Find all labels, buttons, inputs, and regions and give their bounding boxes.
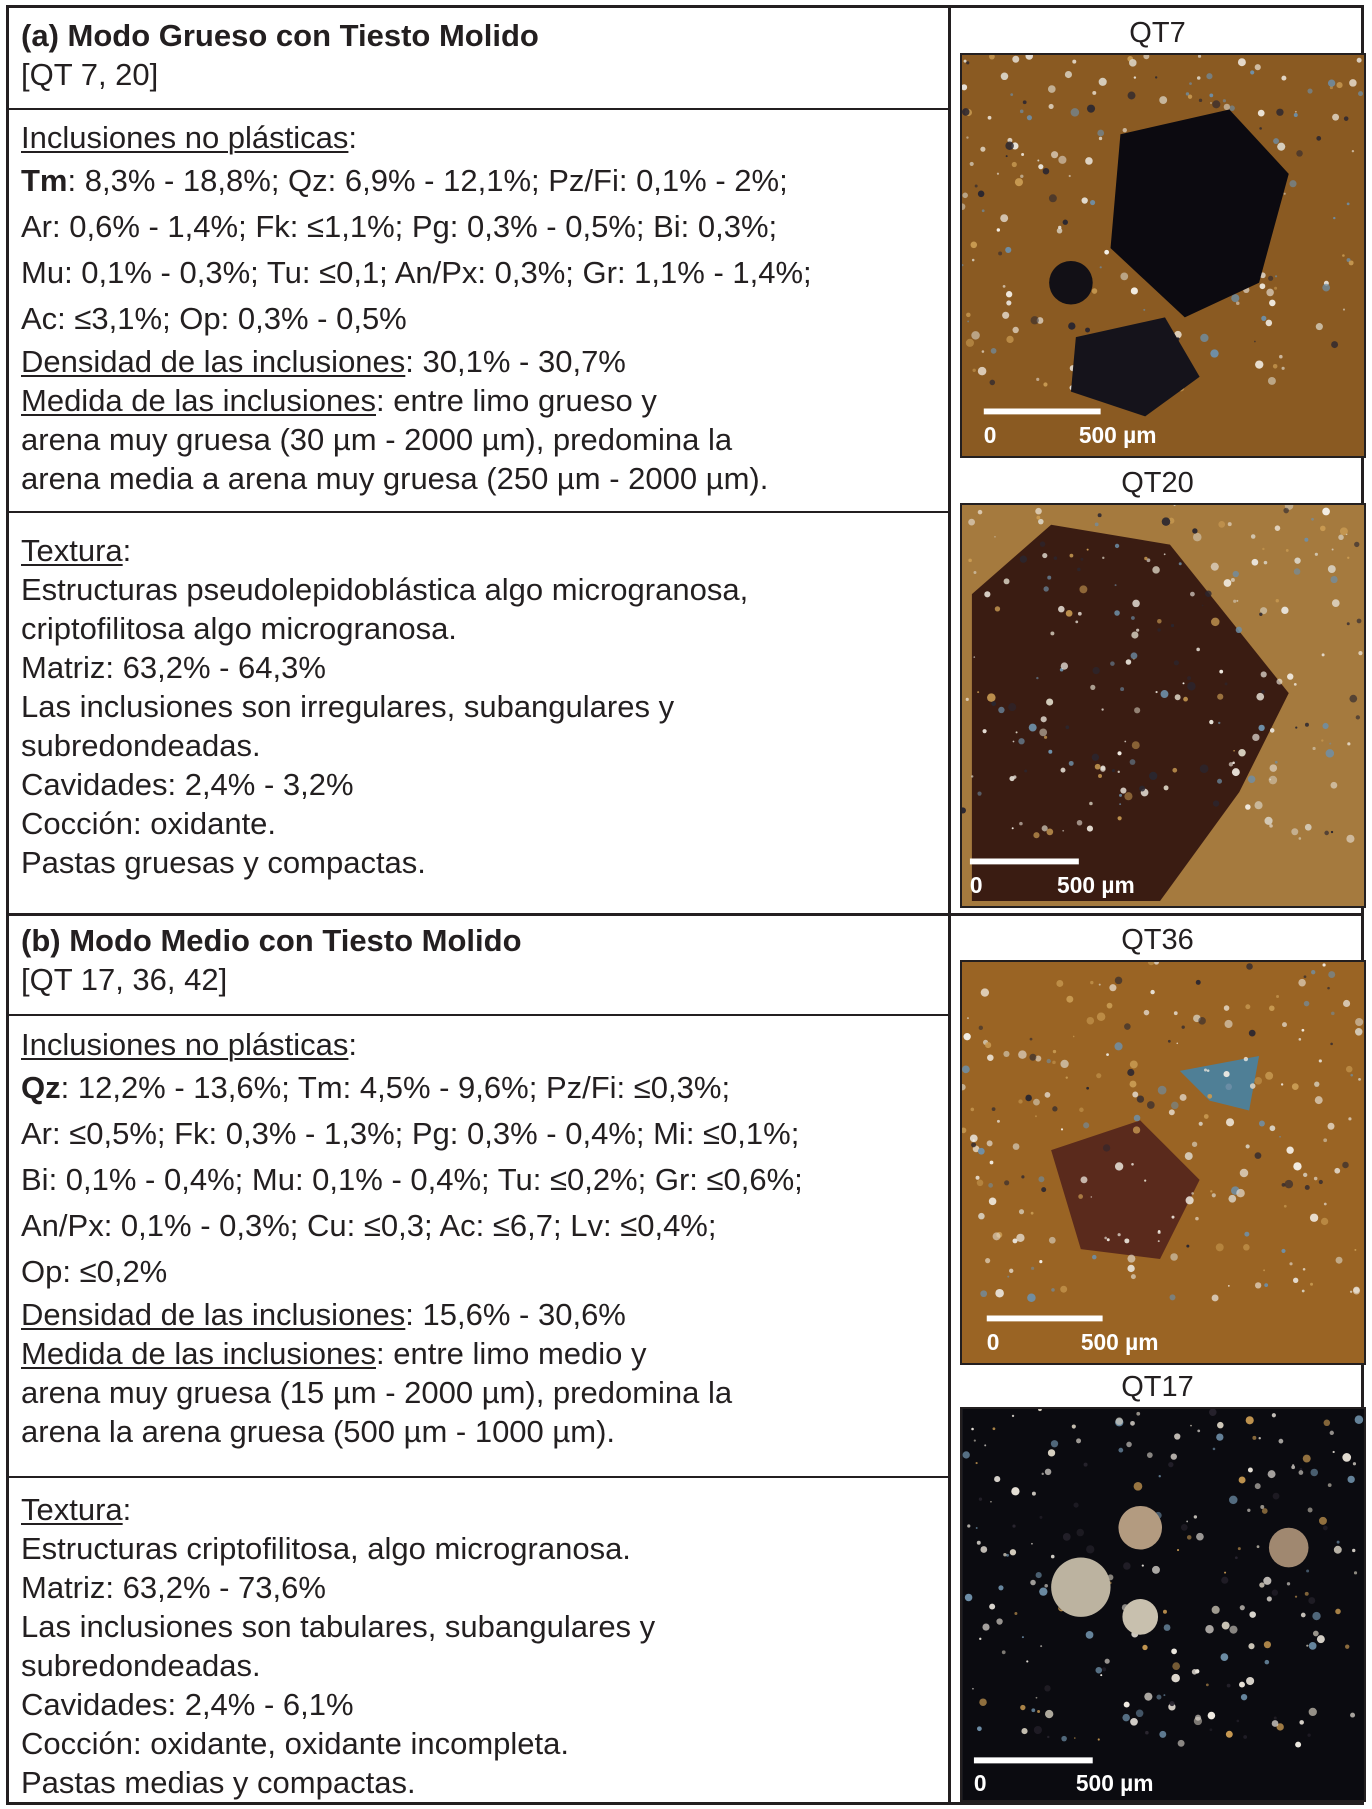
size-text: arena la arena gruesa (500 µm - 1000 µm)… xyxy=(21,1414,616,1449)
density-value: : 15,6% - 30,6% xyxy=(405,1297,626,1332)
texture-line: Las inclusiones son tabulares, subangula… xyxy=(21,1609,656,1644)
micrograph-caption: QT7 xyxy=(1129,17,1186,49)
texture-line: Estructuras criptofilitosa, algo microgr… xyxy=(21,1531,631,1566)
inclusion-line: Mu: 0,1% - 0,3%; Tu: ≤0,1; An/Px: 0,3%; … xyxy=(21,255,812,290)
micrograph-caption: QT20 xyxy=(1121,467,1194,499)
texture-line: criptofilitosa algo microgranosa. xyxy=(21,611,457,646)
density-label: Densidad de las inclusiones xyxy=(21,1297,406,1332)
texture-line: Matriz: 63,2% - 64,3% xyxy=(21,650,326,685)
micrograph-caption: QT36 xyxy=(1121,924,1194,956)
density-value: : 30,1% - 30,7% xyxy=(405,344,626,379)
micrograph-qt7: 0 500 µm xyxy=(960,53,1366,458)
section-a-inclusions: Inclusiones no plásticas: Tm: 8,3% - 18,… xyxy=(21,118,941,498)
texture-heading: Textura xyxy=(21,1492,123,1527)
section-a-header: (a) Modo Grueso con Tiesto Molido [QT 7,… xyxy=(21,16,941,94)
micrograph-caption: QT17 xyxy=(1121,1371,1194,1403)
scale-zero: 0 xyxy=(987,1329,1000,1355)
inclusion-line: : 8,3% - 18,8%; Qz: 6,9% - 12,1%; Pz/Fi:… xyxy=(67,163,788,198)
texture-line: Las inclusiones son irregulares, subangu… xyxy=(21,689,675,724)
inclusion-line: Bi: 0,1% - 0,4%; Mu: 0,1% - 0,4%; Tu: ≤0… xyxy=(21,1162,803,1197)
divider xyxy=(9,108,948,110)
texture-line: Cavidades: 2,4% - 3,2% xyxy=(21,767,354,802)
inclusion-line: Op: ≤0,2% xyxy=(21,1254,168,1289)
micrograph-image: 0 500 µm xyxy=(962,55,1364,456)
section-b-header: (b) Modo Medio con Tiesto Molido [QT 17,… xyxy=(21,921,941,999)
inclusions-heading: Inclusiones no plásticas xyxy=(21,1027,349,1062)
texture-line: Pastas gruesas y compactas. xyxy=(21,845,426,880)
divider xyxy=(9,1476,948,1478)
micrograph-image: 0 500 µm xyxy=(962,962,1364,1363)
texture-line: subredondeadas. xyxy=(21,1648,261,1683)
texture-line: Cocción: oxidante. xyxy=(21,806,277,841)
section-a-texture: Textura: Estructuras pseudolepidoblástic… xyxy=(21,531,941,882)
texture-line: subredondeadas. xyxy=(21,728,261,763)
size-label: Medida de las inclusiones xyxy=(21,1336,376,1371)
petrographic-table: (a) Modo Grueso con Tiesto Molido [QT 7,… xyxy=(6,5,1366,1805)
texture-line: Matriz: 63,2% - 73,6% xyxy=(21,1570,326,1605)
column-divider xyxy=(948,8,951,1802)
section-b-samples: [QT 17, 36, 42] xyxy=(21,962,228,997)
divider xyxy=(9,1014,948,1016)
scale-label: 500 µm xyxy=(1076,1770,1154,1796)
density-label: Densidad de las inclusiones xyxy=(21,344,406,379)
size-text: : entre limo grueso y xyxy=(376,383,657,418)
texture-line: Estructuras pseudolepidoblástica algo mi… xyxy=(21,572,749,607)
size-text: : entre limo medio y xyxy=(376,1336,647,1371)
texture-heading: Textura xyxy=(21,533,123,568)
scale-label: 500 µm xyxy=(1057,872,1135,898)
inclusion-line: An/Px: 0,1% - 0,3%; Cu: ≤0,3; Ac: ≤6,7; … xyxy=(21,1208,717,1243)
major-inclusion-key: Qz xyxy=(21,1070,61,1105)
micrograph-image: 0 500 µm xyxy=(962,505,1364,906)
size-text: arena media a arena muy gruesa (250 µm -… xyxy=(21,461,769,496)
inclusions-heading: Inclusiones no plásticas xyxy=(21,120,349,155)
section-b-inclusions: Inclusiones no plásticas: Qz: 12,2% - 13… xyxy=(21,1025,941,1451)
texture-line: Pastas medias y compactas. xyxy=(21,1765,416,1800)
divider xyxy=(9,511,948,513)
size-text: arena muy gruesa (15 µm - 2000 µm), pred… xyxy=(21,1375,733,1410)
scale-zero: 0 xyxy=(970,872,983,898)
texture-line: Cocción: oxidante, oxidante incompleta. xyxy=(21,1726,569,1761)
section-a-title: (a) Modo Grueso con Tiesto Molido xyxy=(21,18,539,53)
inclusion-line: Ar: 0,6% - 1,4%; Fk: ≤1,1%; Pg: 0,3% - 0… xyxy=(21,209,778,244)
inclusion-line: Ac: ≤3,1%; Op: 0,3% - 0,5% xyxy=(21,301,407,336)
size-label: Medida de las inclusiones xyxy=(21,383,376,418)
scale-label: 500 µm xyxy=(1079,422,1157,448)
micrograph-qt17: 0 500 µm xyxy=(960,1407,1366,1802)
texture-line: Cavidades: 2,4% - 6,1% xyxy=(21,1687,354,1722)
micrograph-qt20: 0 500 µm xyxy=(960,503,1366,908)
scale-label: 500 µm xyxy=(1081,1329,1159,1355)
section-divider xyxy=(9,913,1361,916)
scale-zero: 0 xyxy=(984,422,997,448)
size-text: arena muy gruesa (30 µm - 2000 µm), pred… xyxy=(21,422,733,457)
inclusion-line: Ar: ≤0,5%; Fk: 0,3% - 1,3%; Pg: 0,3% - 0… xyxy=(21,1116,800,1151)
scale-zero: 0 xyxy=(974,1770,987,1796)
major-inclusion-key: Tm xyxy=(21,163,68,198)
micrograph-image: 0 500 µm xyxy=(962,1409,1364,1800)
section-b-title: (b) Modo Medio con Tiesto Molido xyxy=(21,923,522,958)
inclusion-line: : 12,2% - 13,6%; Tm: 4,5% - 9,6%; Pz/Fi:… xyxy=(60,1070,731,1105)
section-a-samples: [QT 7, 20] xyxy=(21,57,159,92)
section-b-texture: Textura: Estructuras criptofilitosa, alg… xyxy=(21,1490,941,1802)
micrograph-qt36: 0 500 µm xyxy=(960,960,1366,1365)
